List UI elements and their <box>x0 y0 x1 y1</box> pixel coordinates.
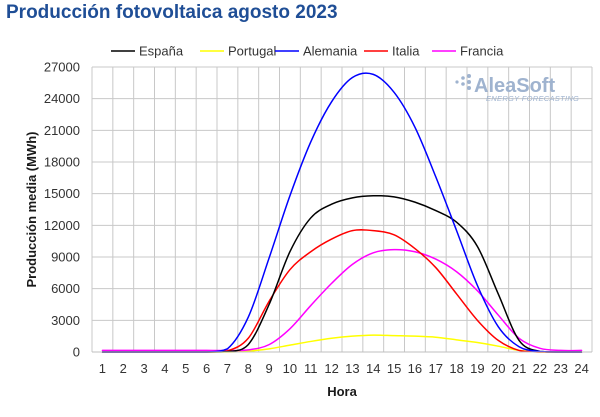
legend-label: Alemania <box>303 44 358 59</box>
x-tick-label: 12 <box>324 361 338 376</box>
x-tick-label: 20 <box>491 361 505 376</box>
y-axis-title: Producción media (MWh) <box>24 132 39 288</box>
x-tick-label: 15 <box>387 361 401 376</box>
y-tick-label: 15000 <box>44 186 80 201</box>
y-tick-label: 6000 <box>51 281 80 296</box>
x-tick-label: 5 <box>182 361 189 376</box>
legend-item-alemania: Alemania <box>275 44 358 59</box>
x-tick-label: 8 <box>245 361 252 376</box>
legend-item-portugal: Portugal <box>200 44 277 59</box>
y-tick-label: 27000 <box>44 60 80 75</box>
legend-item-españa: España <box>111 44 184 59</box>
x-tick-label: 3 <box>140 361 147 376</box>
legend: España Portugal Alemania Italia Francia <box>111 44 504 59</box>
y-tick-label: 18000 <box>44 155 80 170</box>
x-tick-label: 17 <box>429 361 443 376</box>
x-tick-label: 4 <box>161 361 168 376</box>
x-tick-label: 6 <box>203 361 210 376</box>
x-tick-label: 11 <box>304 361 318 376</box>
x-tick-label: 21 <box>512 361 526 376</box>
y-tick-label: 21000 <box>44 123 80 138</box>
legend-item-francia: Francia <box>432 44 504 59</box>
y-tick-label: 3000 <box>51 313 80 328</box>
x-tick-label: 24 <box>574 361 588 376</box>
aleasoft-logo: AleaSoft ENERGY FORECASTING <box>455 74 579 103</box>
x-tick-label: 1 <box>99 361 106 376</box>
axes: 0300060009000120001500018000210002400027… <box>24 60 592 399</box>
logo-name: AleaSoft <box>474 75 555 97</box>
x-tick-label: 22 <box>533 361 547 376</box>
x-tick-label: 23 <box>554 361 568 376</box>
x-axis-title: Hora <box>327 384 357 399</box>
legend-label: España <box>139 44 184 59</box>
legend-label: Francia <box>460 44 504 59</box>
x-tick-label: 9 <box>265 361 272 376</box>
x-tick-label: 13 <box>345 361 359 376</box>
logo-dots-icon <box>455 74 471 90</box>
series-line-francia <box>101 248 583 352</box>
legend-item-italia: Italia <box>364 44 420 59</box>
legend-label: Portugal <box>228 44 277 59</box>
x-tick-label: 7 <box>224 361 231 376</box>
y-tick-label: 24000 <box>44 91 80 106</box>
y-tick-label: 9000 <box>51 250 80 265</box>
x-tick-label: 19 <box>470 361 484 376</box>
x-tick-label: 14 <box>366 361 380 376</box>
y-tick-label: 0 <box>73 345 80 360</box>
x-tick-label: 18 <box>449 361 463 376</box>
x-tick-label: 10 <box>283 361 297 376</box>
grid <box>91 66 593 353</box>
page-title: Producción fotovoltaica agosto 2023 <box>6 2 338 23</box>
legend-label: Italia <box>392 44 420 59</box>
x-tick-label: 2 <box>120 361 127 376</box>
x-tick-label: 16 <box>408 361 422 376</box>
y-tick-label: 12000 <box>44 218 80 233</box>
logo-tagline: ENERGY FORECASTING <box>486 94 579 103</box>
